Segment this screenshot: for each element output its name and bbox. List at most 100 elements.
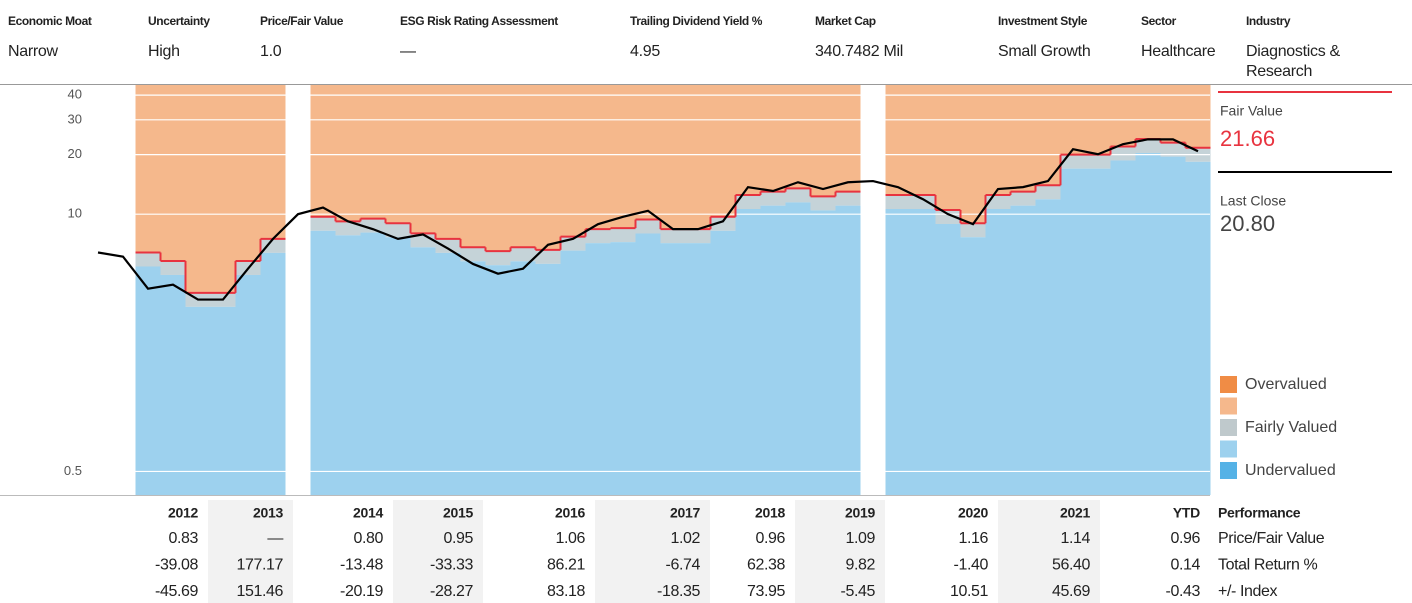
undervalued-band	[1110, 160, 1136, 495]
fairly-valued-band	[785, 188, 811, 203]
undervalued-band	[585, 243, 611, 495]
header-value: Research	[1246, 63, 1312, 80]
undervalued-band	[510, 261, 536, 495]
undervalued-band	[910, 209, 936, 495]
legend-swatch	[1220, 462, 1237, 479]
undervalued-band	[610, 242, 636, 495]
undervalued-band	[1060, 168, 1086, 495]
column-header: YTD	[1173, 505, 1200, 521]
y-tick-label: 20	[68, 146, 82, 161]
cell: 1.14	[1060, 530, 1090, 547]
fairly-valued-band	[760, 191, 786, 206]
cell: -6.74	[666, 557, 701, 574]
undervalued-band	[1035, 199, 1061, 495]
fairly-valued-band	[660, 229, 686, 244]
overvalued-band	[135, 85, 161, 253]
overvalued-band	[160, 85, 186, 261]
overvalued-band	[585, 85, 611, 230]
undervalued-band	[935, 223, 961, 495]
column-header: 2018	[755, 505, 785, 521]
column-header: 2017	[670, 505, 700, 521]
undervalued-band	[1010, 205, 1036, 495]
fairly-valued-band	[310, 216, 336, 231]
header-value: —	[400, 43, 416, 60]
cell: 86.21	[547, 557, 586, 574]
cell: -33.33	[430, 557, 473, 574]
cell: 151.46	[236, 583, 283, 600]
legend-label: Overvalued	[1245, 376, 1327, 393]
fairly-valued-band	[635, 219, 661, 234]
column-shade	[998, 500, 1100, 603]
overvalued-band	[360, 85, 386, 219]
header-label: Economic Moat	[8, 14, 92, 28]
undervalued-band	[1185, 161, 1211, 496]
undervalued-band	[460, 261, 486, 495]
overvalued-band	[885, 85, 911, 196]
cell: 1.09	[845, 530, 875, 547]
last-close-label: Last Close	[1220, 193, 1286, 209]
cell: 9.82	[845, 557, 875, 574]
overvalued-band	[760, 85, 786, 192]
undervalued-band	[635, 233, 661, 496]
header-label: Price/Fair Value	[260, 14, 344, 28]
undervalued-band	[485, 265, 511, 495]
fairly-valued-band	[935, 209, 961, 224]
fairly-valued-band	[260, 238, 286, 253]
undervalued-band	[335, 235, 361, 495]
cell: -5.45	[841, 583, 876, 600]
header-value: Narrow	[8, 43, 59, 60]
cell: 62.38	[747, 557, 786, 574]
undervalued-band	[210, 306, 236, 495]
legend-label: Fairly Valued	[1245, 419, 1337, 436]
overvalued-band	[335, 85, 361, 222]
fairly-valued-band	[360, 218, 386, 233]
overvalued-band	[460, 85, 486, 248]
row-label: +/- Index	[1218, 583, 1278, 600]
header-value: 4.95	[630, 43, 660, 60]
cell: -13.48	[340, 557, 383, 574]
cell: -1.40	[954, 557, 989, 574]
cell: -0.43	[1166, 583, 1201, 600]
undervalued-band	[885, 209, 911, 495]
overvalued-band	[610, 85, 636, 229]
overvalued-band	[185, 85, 211, 293]
overvalued-band	[1185, 85, 1211, 148]
overvalued-band	[1135, 85, 1161, 139]
cell: 0.80	[353, 530, 383, 547]
undervalued-band	[760, 205, 786, 495]
overvalued-band	[560, 85, 586, 237]
undervalued-band	[985, 209, 1011, 495]
fairly-valued-band	[1085, 154, 1111, 169]
fairly-valued-band	[1035, 185, 1061, 200]
cell: 1.16	[958, 530, 988, 547]
cell: 45.69	[1052, 583, 1091, 600]
price-line	[97, 138, 1199, 301]
fairly-valued-band	[335, 221, 361, 236]
fairly-valued-band	[885, 195, 911, 210]
cell: 83.18	[547, 583, 586, 600]
fairly-valued-band	[735, 195, 761, 210]
overvalued-band	[710, 85, 736, 217]
cell: -39.08	[155, 557, 198, 574]
fair-value: 21.66	[1220, 126, 1275, 151]
header-label: ESG Risk Rating Assessment	[400, 14, 558, 28]
column-shade	[795, 500, 885, 603]
undervalued-band	[810, 210, 836, 495]
undervalued-band	[435, 252, 461, 495]
cell: 0.96	[1170, 530, 1200, 547]
undervalued-band	[385, 237, 411, 495]
column-shade	[595, 500, 710, 603]
column-header: 2020	[958, 505, 988, 521]
legend-swatch	[1220, 376, 1237, 393]
fairly-valued-band	[835, 191, 861, 206]
chart-area: 0.5 10 20 30 40	[64, 85, 1211, 496]
fairly-valued-band	[510, 247, 536, 262]
overvalued-band	[1160, 85, 1186, 143]
fairly-valued-band	[160, 260, 186, 275]
overvalued-band	[260, 85, 286, 239]
fairly-valued-band	[135, 252, 161, 267]
undervalued-band	[160, 274, 186, 495]
overvalued-band	[910, 85, 936, 196]
cell: 177.17	[236, 557, 283, 574]
undervalued-band	[1135, 152, 1161, 496]
